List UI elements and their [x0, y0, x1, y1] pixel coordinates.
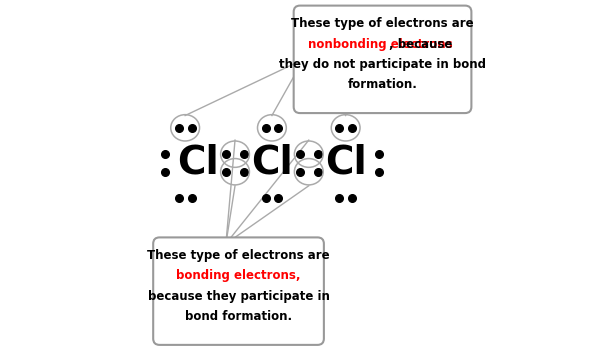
- Text: Cl: Cl: [325, 144, 367, 182]
- Text: because they participate in: because they participate in: [148, 290, 329, 303]
- Text: formation.: formation.: [347, 78, 418, 91]
- Text: nonbonding electrons: nonbonding electrons: [308, 38, 453, 51]
- FancyBboxPatch shape: [293, 6, 472, 113]
- Text: bond formation.: bond formation.: [185, 310, 292, 323]
- Text: These type of electrons are: These type of electrons are: [147, 249, 330, 262]
- Text: Cl: Cl: [177, 144, 219, 182]
- FancyBboxPatch shape: [153, 238, 324, 345]
- Text: , because: , because: [389, 38, 452, 51]
- Text: Cl: Cl: [251, 144, 293, 182]
- Text: bonding electrons,: bonding electrons,: [176, 269, 301, 282]
- Text: they do not participate in bond: they do not participate in bond: [279, 58, 486, 71]
- Text: These type of electrons are: These type of electrons are: [291, 17, 474, 30]
